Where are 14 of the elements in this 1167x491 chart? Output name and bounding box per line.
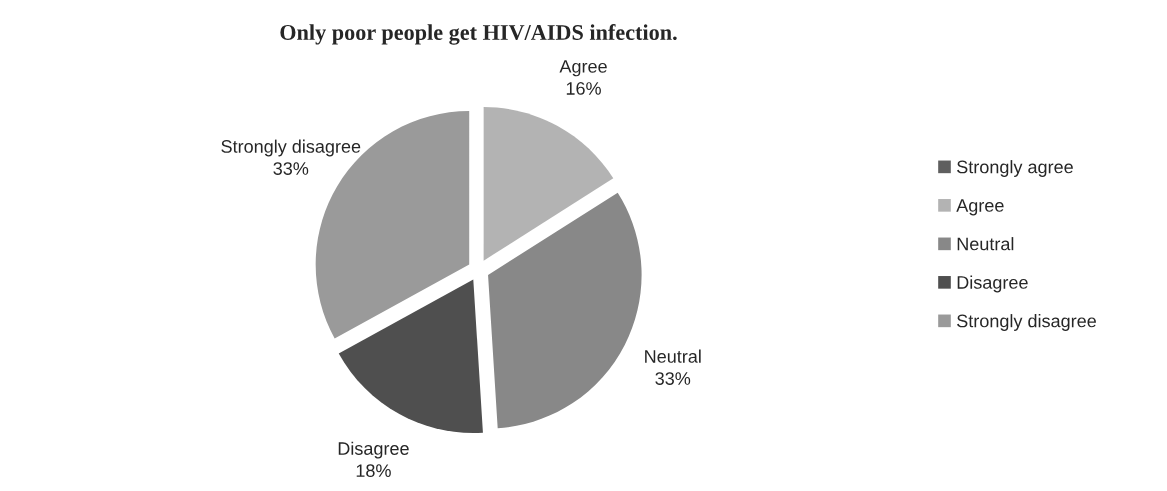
legend-label: Disagree (957, 275, 1028, 293)
legend-label: Strongly disagree (957, 314, 1096, 331)
data-label: 33% (273, 162, 309, 175)
chart-title: Only poor people get HIV/AIDS infection. (280, 24, 677, 45)
legend-label: Strongly agree (957, 160, 1073, 177)
legend-label: Neutral (957, 237, 1014, 251)
legend-label: Agree (956, 199, 1004, 216)
slice-label: Disagree (338, 441, 409, 459)
slice-label: Strongly disagree (221, 139, 361, 157)
slice-label: Agree (559, 60, 607, 77)
data-label: 18% (356, 464, 391, 477)
data-label: 33% (655, 372, 691, 385)
slice-label: Neutral (645, 349, 701, 363)
data-label: 16% (566, 82, 601, 95)
